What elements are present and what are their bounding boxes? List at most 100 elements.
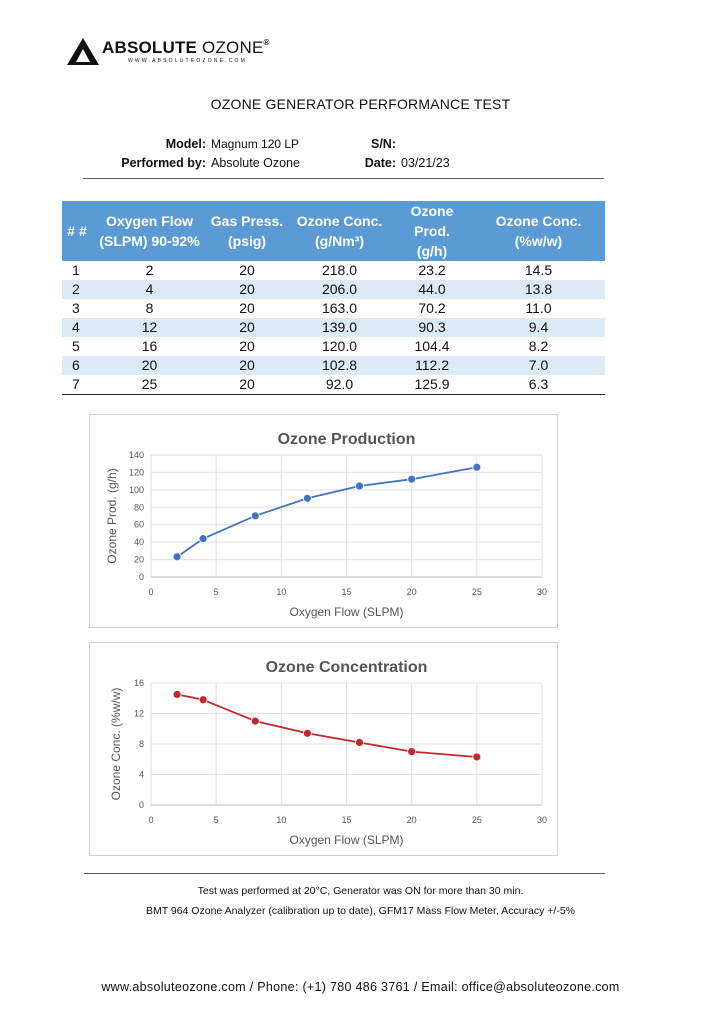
y-axis-label: Ozone Prod. (g/h) xyxy=(105,468,119,563)
performed-by-label: Performed by: xyxy=(121,156,206,170)
table-cell: 14.5 xyxy=(524,262,553,278)
y-tick-label: 20 xyxy=(134,555,144,565)
model-value: Magnum 120 LP xyxy=(211,137,300,151)
table-cell: 13.8 xyxy=(472,280,605,299)
header-ozone-conc-gnm3: Ozone Conc. (g/Nm³) xyxy=(287,201,392,261)
footer-contact: www.absoluteozone.com / Phone: (+1) 780 … xyxy=(101,980,620,994)
x-tick-label: 10 xyxy=(276,587,286,597)
ozone-concentration-chart: Ozone Concentration 0 4 8 12 16 0 5 10 15 20 25 30 Ox… xyxy=(89,642,558,856)
x-tick-label: 10 xyxy=(276,815,286,825)
chart-title: Ozone Concentration xyxy=(266,659,428,676)
table-cell: 120.0 xyxy=(321,338,358,354)
data-point xyxy=(407,474,417,484)
header-gas-pressure: Gas Press. (psig) xyxy=(207,201,287,261)
y-tick-label: 140 xyxy=(129,450,144,460)
table-cell: 112.2 xyxy=(392,356,472,375)
x-tick-label: 5 xyxy=(214,815,219,825)
table-cell: 6 xyxy=(62,356,92,375)
x-tick-label: 5 xyxy=(214,587,219,597)
x-tick-label: 25 xyxy=(472,587,482,597)
table-cell: 44.0 xyxy=(392,280,472,299)
y-tick-label: 16 xyxy=(134,678,144,688)
data-point xyxy=(472,462,482,472)
data-point xyxy=(172,690,182,699)
header-ozone-conc-ww: Ozone Conc. (%w/w) xyxy=(472,201,605,261)
data-point xyxy=(302,728,312,738)
x-tick-label: 0 xyxy=(148,815,153,825)
x-tick-label: 20 xyxy=(407,815,417,825)
table-cell: 1 xyxy=(72,262,80,278)
registered-mark: ® xyxy=(263,38,270,47)
y-tick-label: 100 xyxy=(129,485,144,495)
table-cell: 8.2 xyxy=(528,338,549,354)
table-cell: 6.3 xyxy=(472,375,605,395)
table-cell: 9.4 xyxy=(472,318,605,337)
test-conditions-note: Test was performed at 20°C, Generator wa… xyxy=(197,885,524,897)
table-cell: 8 xyxy=(145,300,154,316)
logo-triangle-icon xyxy=(67,38,99,65)
y-tick-label: 4 xyxy=(139,770,144,780)
table-cell: 4 xyxy=(92,280,207,299)
x-tick-label: 30 xyxy=(537,815,547,825)
date-value: 03/21/23 xyxy=(401,156,450,170)
data-point xyxy=(407,747,417,757)
x-axis-label: Oxygen Flow (SLPM) xyxy=(289,605,403,619)
x-tick-label: 0 xyxy=(148,587,153,597)
performance-table: # # Oxygen Flow (SLPM) 90-92% Gas Press.(… xyxy=(62,201,605,395)
table-row: 5 16 20 120.0 104.4 8.2 xyxy=(62,337,605,356)
date-label: Date: xyxy=(364,156,396,170)
table-cell: 23.2 xyxy=(418,262,446,278)
y-tick-label: 40 xyxy=(134,537,144,547)
table-cell: 139.0 xyxy=(287,318,392,337)
table-cell: 12 xyxy=(92,318,207,337)
y-tick-label: 0 xyxy=(139,800,144,810)
performed-by-value: Absolute Ozone xyxy=(211,156,300,170)
x-tick-label: 15 xyxy=(341,815,351,825)
table-header-row: # # Oxygen Flow (SLPM) 90-92% Gas Press.(… xyxy=(62,201,605,261)
equipment-note: BMT 964 Ozone Analyzer (calibration up t… xyxy=(145,905,576,917)
table-cell: 4 xyxy=(62,318,92,337)
ozone-production-chart-svg: Ozone Production 0 20 40 60 80 100 120 140 0 5 10 15… xyxy=(105,431,547,619)
table-cell: 25 xyxy=(92,375,207,395)
table-cell: 163.0 xyxy=(321,300,358,316)
table-cell: 7 xyxy=(62,375,92,395)
header-divider xyxy=(83,178,604,179)
table-row: 6 20 20 102.8 112.2 7.0 xyxy=(62,356,605,375)
x-axis-label: Oxygen Flow (SLPM) xyxy=(289,833,403,847)
table-cell: 3 xyxy=(72,300,80,316)
data-point xyxy=(250,511,260,521)
brand-light: OZONE xyxy=(202,38,264,57)
table-cell: 125.9 xyxy=(392,375,472,395)
table-cell: 5 xyxy=(72,338,80,354)
y-tick-label: 80 xyxy=(134,502,144,512)
table-cell: 90.3 xyxy=(392,318,472,337)
model-label: Model: xyxy=(165,137,206,151)
header-index: # # xyxy=(62,201,92,261)
company-logo: ABSOLUTE OZONE® WWW.ABSOLUTEOZONE.COM xyxy=(66,36,269,68)
table-cell: 70.2 xyxy=(418,300,446,316)
ozone-production-chart: Ozone Production 0 20 40 60 80 100 120 140 0 5 10 15… xyxy=(89,414,558,628)
y-tick-label: 60 xyxy=(134,520,144,530)
y-tick-label: 8 xyxy=(139,739,144,749)
table-cell: 20 xyxy=(239,338,255,354)
table-cell: 20 xyxy=(207,356,287,375)
table-cell: 16 xyxy=(141,338,158,354)
table-cell: 102.8 xyxy=(287,356,392,375)
table-cell: 218.0 xyxy=(321,262,358,278)
table-cell: 206.0 xyxy=(287,280,392,299)
table-cell: 2 xyxy=(62,280,92,299)
header-ozone-prod: Ozone Prod. (g/h) xyxy=(392,201,472,261)
data-point xyxy=(250,716,260,726)
series-line xyxy=(176,693,477,758)
y-tick-label: 120 xyxy=(129,467,144,477)
data-point xyxy=(198,695,208,705)
table-row: 2 4 20 206.0 44.0 13.8 xyxy=(62,280,605,299)
sn-label: S/N: xyxy=(371,137,396,151)
table-row: 4 12 20 139.0 90.3 9.4 xyxy=(62,318,605,337)
brand-name: ABSOLUTE OZONE® xyxy=(102,38,270,58)
table-cell: 20 xyxy=(207,375,287,395)
table-cell: 20 xyxy=(239,262,255,278)
chart-title: Ozone Production xyxy=(278,431,416,448)
table-cell: 20 xyxy=(239,300,255,316)
table-row: 3 8 20 163.0 70.2 11.0 xyxy=(62,299,605,318)
